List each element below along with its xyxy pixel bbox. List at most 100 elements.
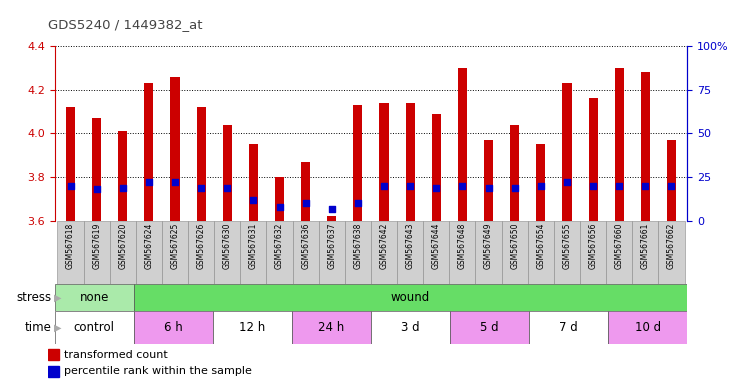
Bar [615, 68, 624, 221]
Bar [301, 162, 310, 221]
Text: 6 h: 6 h [164, 321, 183, 334]
Bar [554, 221, 580, 284]
Text: GSM567656: GSM567656 [588, 223, 597, 269]
Bar [197, 107, 205, 221]
Point [91, 186, 102, 192]
Bar [608, 311, 687, 344]
Point [587, 183, 599, 189]
Point [666, 183, 678, 189]
Bar [450, 311, 529, 344]
Text: GSM567662: GSM567662 [667, 223, 676, 269]
Bar [136, 221, 162, 284]
Point [195, 185, 207, 191]
Bar [83, 221, 110, 284]
Bar [144, 83, 154, 221]
Point [535, 183, 547, 189]
Bar [48, 349, 58, 360]
Bar [562, 83, 572, 221]
Point [326, 205, 338, 212]
Bar [162, 221, 188, 284]
Text: GDS5240 / 1449382_at: GDS5240 / 1449382_at [48, 18, 202, 31]
Text: ▶: ▶ [54, 322, 61, 333]
Point [378, 183, 390, 189]
Bar [353, 105, 363, 221]
Text: 10 d: 10 d [635, 321, 661, 334]
Bar [66, 107, 75, 221]
Point [117, 185, 129, 191]
Point [404, 183, 416, 189]
Bar [345, 221, 371, 284]
Bar [397, 221, 423, 284]
Point [221, 185, 233, 191]
Point [457, 183, 469, 189]
Bar [214, 221, 240, 284]
Point [431, 185, 442, 191]
Text: ▶: ▶ [54, 293, 61, 303]
Bar [580, 221, 606, 284]
Text: 24 h: 24 h [318, 321, 344, 334]
Bar [371, 311, 450, 344]
Text: stress: stress [16, 291, 51, 304]
Text: GSM567660: GSM567660 [615, 223, 624, 269]
Bar [484, 140, 493, 221]
Bar [58, 221, 83, 284]
Text: GSM567650: GSM567650 [510, 223, 519, 269]
Bar [292, 311, 371, 344]
Bar [327, 217, 336, 221]
Bar [432, 114, 441, 221]
Text: GSM567638: GSM567638 [353, 223, 363, 269]
Bar [275, 177, 284, 221]
Text: GSM567644: GSM567644 [432, 223, 441, 269]
Text: GSM567624: GSM567624 [145, 223, 154, 269]
Bar [134, 284, 687, 311]
Point [300, 200, 311, 206]
Bar [188, 221, 214, 284]
Bar [92, 118, 101, 221]
Bar [667, 140, 676, 221]
Point [613, 183, 625, 189]
Point [64, 183, 76, 189]
Text: 5 d: 5 d [480, 321, 499, 334]
Bar [267, 221, 292, 284]
Text: GSM567631: GSM567631 [249, 223, 258, 269]
Text: GSM567626: GSM567626 [197, 223, 205, 269]
Bar [118, 131, 127, 221]
Point [273, 204, 285, 210]
Text: GSM567619: GSM567619 [92, 223, 101, 269]
Text: GSM567620: GSM567620 [118, 223, 127, 269]
Text: 3 d: 3 d [401, 321, 420, 334]
Text: GSM567642: GSM567642 [379, 223, 389, 269]
Bar [659, 221, 684, 284]
Bar [537, 144, 545, 221]
Bar [423, 221, 450, 284]
Bar [606, 221, 632, 284]
Bar [406, 103, 414, 221]
Point [640, 183, 651, 189]
Bar [528, 221, 554, 284]
Text: percentile rank within the sample: percentile rank within the sample [64, 366, 251, 376]
Text: GSM567655: GSM567655 [562, 223, 572, 269]
Text: GSM567654: GSM567654 [537, 223, 545, 269]
Text: time: time [24, 321, 51, 334]
Text: 12 h: 12 h [239, 321, 265, 334]
Text: GSM567625: GSM567625 [170, 223, 180, 269]
Point [143, 179, 155, 185]
Text: GSM567632: GSM567632 [275, 223, 284, 269]
Bar [249, 144, 258, 221]
Bar [55, 284, 134, 311]
Bar [55, 311, 134, 344]
Point [561, 179, 573, 185]
Text: GSM567648: GSM567648 [458, 223, 467, 269]
Bar [510, 125, 519, 221]
Bar [134, 311, 213, 344]
Text: 7 d: 7 d [559, 321, 578, 334]
Bar [319, 221, 345, 284]
Bar [292, 221, 319, 284]
Text: GSM567636: GSM567636 [301, 223, 310, 269]
Text: transformed count: transformed count [64, 349, 167, 359]
Bar [379, 103, 389, 221]
Text: GSM567637: GSM567637 [327, 223, 336, 269]
Text: none: none [80, 291, 109, 304]
Point [169, 179, 181, 185]
Bar [529, 311, 608, 344]
